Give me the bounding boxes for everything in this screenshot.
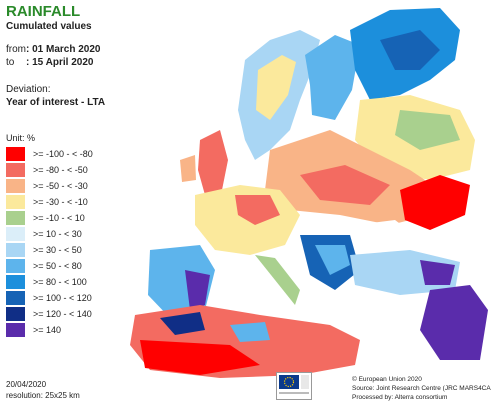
map-title: RAINFALL — [6, 3, 81, 20]
uk-region — [198, 130, 228, 195]
legend-label: >= 10 - < 30 — [33, 229, 82, 239]
legend-swatch — [6, 147, 25, 161]
azov-dry-region — [400, 175, 470, 230]
deviation-value: Year of interest - LTA — [6, 97, 106, 108]
legend-swatch — [6, 211, 25, 225]
legend-item: >= -50 - < -30 — [6, 178, 146, 194]
legend-swatch — [6, 291, 25, 305]
footer-date: 20/04/2020 — [6, 380, 47, 389]
legend-label: >= 120 - < 140 — [33, 309, 92, 319]
footer-source: Source: Joint Research Centre (JRC MARS4… — [352, 385, 491, 392]
legend-item: >= 30 - < 50 — [6, 242, 146, 258]
legend-label: >= 50 - < 80 — [33, 261, 82, 271]
legend-label: >= -50 - < -30 — [33, 181, 88, 191]
legend-item: >= 120 - < 140 — [6, 306, 146, 322]
deviation-label: Deviation: — [6, 84, 51, 95]
to-row: to : 15 April 2020 — [6, 57, 93, 69]
legend-label: >= -80 - < -50 — [33, 165, 88, 175]
legend-item: >= 100 - < 120 — [6, 290, 146, 306]
italy-region — [255, 255, 300, 305]
legend-label: >= 140 — [33, 325, 62, 335]
from-row: from: 01 March 2020 — [6, 44, 101, 56]
finland-region — [305, 35, 360, 120]
footer-resolution: resolution: 25x25 km — [6, 391, 80, 400]
legend-item: >= 10 - < 30 — [6, 226, 146, 242]
legend-swatch — [6, 307, 25, 321]
legend-item: >= -100 - < -80 — [6, 146, 146, 162]
legend-swatch — [6, 243, 25, 257]
eu-flag-logo — [276, 372, 312, 400]
legend: >= -100 - < -80 >= -80 - < -50 >= -50 - < … — [6, 146, 146, 338]
footer-copyright: © European Union 2020 — [352, 376, 422, 383]
legend-swatch — [6, 227, 25, 241]
legend-item: >= 50 - < 80 — [6, 258, 146, 274]
legend-item: >= 140 — [6, 322, 146, 338]
legend-swatch — [6, 195, 25, 209]
to-label: to — [6, 57, 15, 68]
map-subtitle: Cumulated values — [6, 21, 92, 32]
footer-processed: Processed by: Alterra consortium — [352, 394, 448, 401]
legend-swatch — [6, 163, 25, 177]
legend-item: >= -80 - < -50 — [6, 162, 146, 178]
legend-label: >= -10 - < 10 — [33, 213, 85, 223]
black-sea — [355, 220, 415, 250]
legend-label: >= 100 - < 120 — [33, 293, 92, 303]
legend-label: >= -100 - < -80 — [33, 149, 93, 159]
legend-label: >= -30 - < -10 — [33, 197, 88, 207]
legend-swatch — [6, 179, 25, 193]
legend-swatch — [6, 275, 25, 289]
from-value: : 01 March 2020 — [26, 44, 101, 55]
legend-item: >= -30 - < -10 — [6, 194, 146, 210]
legend-item: >= 80 - < 100 — [6, 274, 146, 290]
legend-unit: Unit: % — [6, 133, 36, 143]
from-label: from — [6, 44, 26, 55]
legend-label: >= 80 - < 100 — [33, 277, 87, 287]
legend-item: >= -10 - < 10 — [6, 210, 146, 226]
legend-label: >= 30 - < 50 — [33, 245, 82, 255]
to-value: : 15 April 2020 — [26, 57, 94, 68]
header-block: RAINFALL Cumulated values — [6, 4, 92, 33]
legend-swatch — [6, 323, 25, 337]
legend-swatch — [6, 259, 25, 273]
